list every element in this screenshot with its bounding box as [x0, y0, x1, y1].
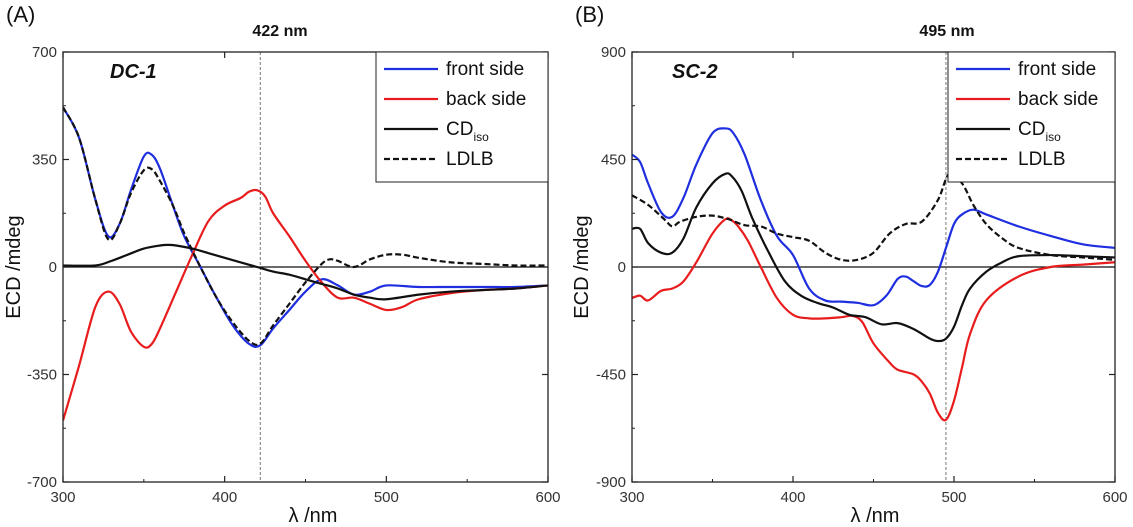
- x-tick-label: 400: [212, 489, 237, 506]
- series-group: [632, 127, 1115, 422]
- x-tick-label: 400: [780, 489, 805, 506]
- series-line-ldlb: [632, 172, 1115, 262]
- legend-label: back side: [446, 89, 526, 110]
- x-axis-title: λ /nm: [851, 505, 900, 527]
- x-tick-label: 500: [374, 489, 399, 506]
- chart-panel-a: 300 400 500 600 700 350 0 -350 -700 λ /nm ECD /mde…: [3, 2, 561, 527]
- legend-label: LDLB: [1018, 149, 1066, 170]
- legend-label: front side: [446, 59, 524, 80]
- series-line-cdiso: [63, 243, 548, 301]
- y-tick-label: 0: [618, 259, 626, 276]
- wavelength-marker-label: 495 nm: [919, 23, 974, 40]
- legend-box: [947, 51, 1116, 183]
- y-tick-label: 0: [49, 259, 57, 276]
- x-tick-label: 300: [619, 489, 644, 506]
- legend-label: back side: [1018, 89, 1098, 110]
- legend-label: front side: [1018, 59, 1096, 80]
- legend-label: LDLB: [446, 149, 494, 170]
- sample-label: DC-1: [110, 61, 157, 83]
- legend: front side back side CDiso LDLB: [947, 51, 1116, 183]
- series-line-back-side: [63, 188, 548, 421]
- y-tick-label: -350: [27, 367, 57, 384]
- y-axis-title: ECD /mdeg: [571, 215, 593, 318]
- panel-letter: (A): [6, 2, 35, 27]
- legend-label-sub: iso: [473, 130, 489, 144]
- x-tick-label: 600: [1102, 489, 1127, 506]
- y-tick-label: 700: [32, 44, 57, 61]
- y-tick-label: 900: [601, 44, 626, 61]
- x-tick-label: 300: [50, 489, 75, 506]
- series-line-back-side: [632, 217, 1115, 422]
- legend-label: CDiso: [1018, 119, 1061, 144]
- y-tick-label: -700: [27, 474, 57, 491]
- chart-panel-b: 300 400 500 600 900 450 0 -450 -900 λ /nm ECD /mde…: [571, 2, 1128, 527]
- y-tick-label: 350: [32, 152, 57, 169]
- series-group: [63, 106, 548, 421]
- series-line-ldlb: [63, 106, 548, 346]
- legend-label: CDiso: [446, 119, 489, 144]
- legend: front side back side CDiso LDLB: [375, 51, 549, 183]
- legend-box: [375, 51, 549, 183]
- legend-label-main: CD: [1018, 119, 1045, 140]
- legend-label-sub: iso: [1045, 130, 1061, 144]
- y-tick-label: -900: [596, 474, 626, 491]
- series-line-front-side: [632, 127, 1115, 307]
- series-line-cdiso: [632, 172, 1115, 343]
- sample-label: SC-2: [672, 61, 718, 83]
- y-axis-title: ECD /mdeg: [3, 215, 25, 318]
- x-tick-label: 600: [535, 489, 560, 506]
- legend-label-main: CD: [446, 119, 473, 140]
- x-tick-label: 500: [941, 489, 966, 506]
- x-axis-title: λ /nm: [289, 505, 338, 527]
- y-tick-label: -450: [596, 367, 626, 384]
- wavelength-marker-label: 422 nm: [252, 23, 307, 40]
- panel-letter: (B): [575, 2, 604, 27]
- series-line-front-side: [63, 106, 548, 348]
- y-tick-label: 450: [601, 152, 626, 169]
